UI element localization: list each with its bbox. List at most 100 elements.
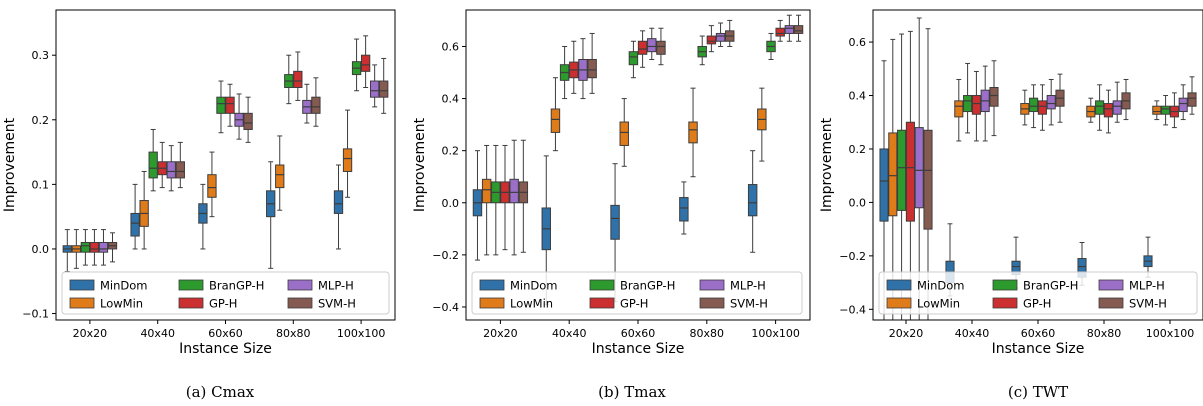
- y-tick-label: −0.1: [22, 308, 49, 321]
- box-brangp-h: [148, 151, 158, 179]
- box-lowmin: [342, 148, 353, 172]
- legend-swatch-brangp-h: [178, 279, 204, 291]
- box-gp-h: [706, 35, 717, 45]
- box-lowmin: [275, 164, 285, 189]
- y-tick-label: 0.6: [442, 40, 460, 53]
- box-lowmin: [688, 121, 698, 144]
- box-lowmin: [888, 132, 898, 217]
- box-svm-h: [923, 129, 933, 230]
- y-tick-label: 0.4: [442, 93, 460, 106]
- box-mlp-h: [509, 178, 519, 204]
- panel-tmax: −0.4 −0.2 0.0 0.2 0.4 0.6 20x20 40x40 60x60 80x80…: [412, 9, 811, 401]
- legend-swatch-mlp-h: [287, 279, 313, 291]
- y-tick-label: 0.2: [32, 114, 50, 127]
- box-gp-h: [775, 27, 785, 37]
- y-axis-label: Improvement: [819, 117, 835, 212]
- box-brangp-h: [80, 242, 91, 253]
- x-tick-label: 40x40: [140, 327, 175, 340]
- x-tick-label: 100x100: [1146, 327, 1195, 340]
- x-tick-label: 60x60: [621, 327, 656, 340]
- x-axis-label: Instance Size: [992, 341, 1085, 357]
- x-tick-label: 20x20: [73, 327, 108, 340]
- box-brangp-h: [628, 51, 639, 66]
- box-brangp-h: [1029, 97, 1039, 113]
- x-tick-label: 80x80: [1087, 327, 1122, 340]
- box-mlp-h: [1112, 100, 1122, 115]
- legend-label-svm-h: SVM-H: [1129, 297, 1167, 311]
- legend-label-mlp-h: MLP-H: [730, 279, 766, 293]
- box-mlp-h: [647, 38, 657, 53]
- x-axis-label: Instance Size: [179, 341, 272, 357]
- box-mlp-h: [914, 127, 924, 209]
- x-tick-label: 20x20: [889, 327, 924, 340]
- y-tick-label: 0.3: [32, 49, 50, 62]
- box-svm-h: [587, 58, 597, 79]
- x-tick-label: 60x60: [208, 327, 243, 340]
- y-tick-label: 0.0: [32, 243, 50, 256]
- legend-label-lowmin: LowMin: [100, 297, 143, 311]
- legend-swatch-brangp-h: [992, 279, 1018, 291]
- legend-label-brangp-h: BranGP-H: [1023, 279, 1078, 293]
- box-svm-h: [656, 40, 666, 55]
- legend-swatch-mindom: [69, 279, 95, 291]
- box-brangp-h: [897, 129, 907, 211]
- y-tick-label: 0.2: [442, 145, 460, 158]
- panel-cmax: −0.1 0.0 0.1 0.2 0.3 20x20 40x40 60x60 80x80 100x…: [2, 9, 396, 401]
- box-brangp-h: [216, 96, 226, 114]
- box-gp-h: [971, 95, 981, 115]
- x-tick-label: 20x20: [483, 327, 518, 340]
- legend-swatch-lowmin: [479, 297, 505, 309]
- y-tick-label: 0.0: [849, 196, 867, 209]
- y-tick-label: −0.4: [839, 303, 866, 316]
- x-tick-label: 100x100: [751, 327, 800, 340]
- legend-label-lowmin: LowMin: [917, 297, 960, 311]
- legend-swatch-gp-h: [589, 297, 615, 309]
- box-mlp-h: [715, 32, 726, 42]
- box-svm-h: [243, 112, 253, 130]
- x-tick-label: 100x100: [337, 327, 386, 340]
- box-mlp-h: [370, 80, 380, 98]
- legend-label-mlp-h: MLP-H: [318, 279, 354, 293]
- legend-swatch-mlp-h: [699, 279, 725, 291]
- box-mlp-h: [1046, 95, 1056, 110]
- box-gp-h: [637, 40, 648, 55]
- legend-swatch-lowmin: [69, 297, 95, 309]
- y-tick-label: 0.1: [32, 178, 50, 191]
- legend-swatch-svm-h: [287, 297, 313, 309]
- box-lowmin: [1152, 105, 1162, 115]
- box-gp-h: [360, 54, 371, 72]
- box-svm-h: [175, 161, 185, 179]
- x-axis-label: Instance Size: [592, 341, 685, 357]
- x-tick-label: 80x80: [276, 327, 311, 340]
- box-svm-h: [1187, 92, 1197, 107]
- legend-swatch-svm-h: [1098, 297, 1124, 309]
- legend-label-brangp-h: BranGP-H: [620, 279, 675, 293]
- box-mindom: [333, 190, 344, 214]
- y-tick-label: 0.2: [849, 143, 867, 156]
- legend-label-gp-h: GP-H: [1023, 297, 1051, 311]
- y-tick-label: −0.4: [432, 301, 459, 314]
- legend-swatch-lowmin: [886, 297, 912, 309]
- box-svm-h: [379, 80, 389, 98]
- box-gp-h: [905, 121, 915, 222]
- panel-twt: −0.4 −0.2 0.0 0.2 0.4 0.6 20x20 40x40 60x60 80x80…: [819, 9, 1203, 401]
- box-lowmin: [619, 121, 629, 146]
- y-axis-label: Improvement: [412, 117, 428, 212]
- box-mlp-h: [784, 25, 795, 34]
- box-mlp-h: [1178, 97, 1188, 113]
- x-tick-label: 40x40: [955, 327, 990, 340]
- box-gp-h: [89, 242, 100, 253]
- y-tick-label: 0.4: [849, 90, 867, 103]
- legend-label-svm-h: SVM-H: [730, 297, 768, 311]
- box-svm-h: [989, 87, 999, 107]
- box-mindom: [747, 184, 758, 217]
- box-brangp-h: [1161, 105, 1171, 115]
- box-mindom: [130, 212, 140, 237]
- legend-label-gp-h: GP-H: [209, 297, 237, 311]
- box-mindom: [879, 148, 889, 222]
- legend-swatch-brangp-h: [589, 279, 615, 291]
- box-brangp-h: [963, 95, 973, 113]
- y-tick-label: 0.0: [442, 197, 460, 210]
- legend-swatch-gp-h: [178, 297, 204, 309]
